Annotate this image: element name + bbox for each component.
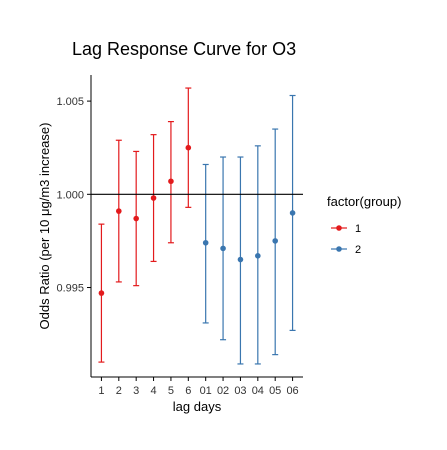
x-tick-label: 4 [150, 385, 156, 397]
x-tick-label: 02 [217, 385, 229, 397]
x-tick-label: 06 [286, 385, 298, 397]
y-tick-label: 0.995 [56, 283, 84, 295]
error-bar-series-1 [150, 134, 157, 263]
error-bar-series-1 [98, 223, 105, 363]
data-point [150, 195, 157, 201]
data-point [289, 210, 296, 216]
error-bar-series-2 [289, 94, 296, 331]
data-point [255, 253, 261, 259]
error-bar-series-2 [272, 128, 279, 356]
y-axis-label: Odds Ratio (per 10 μg/m3 increase) [37, 123, 52, 330]
error-bar-series-2 [254, 145, 261, 365]
legend-key-point [336, 246, 342, 252]
x-tick-label: 1 [98, 385, 104, 397]
data-point [272, 238, 278, 244]
y-axis-ticks: 0.995 1.000 1.005 [56, 96, 91, 295]
data-point [185, 144, 192, 151]
data-point [202, 239, 209, 246]
x-tick-label: 05 [269, 385, 281, 397]
plot-area [91, 87, 303, 365]
data-point [98, 290, 105, 296]
data-point [237, 256, 244, 263]
x-tick-label: 01 [200, 385, 212, 397]
x-tick-label: 04 [252, 385, 264, 397]
legend-item-label: 1 [355, 223, 361, 235]
x-axis-label: lag days [173, 399, 222, 414]
y-tick-label: 1.000 [56, 189, 84, 201]
legend-key-point [336, 225, 342, 231]
chart-title: Lag Response Curve for O3 [72, 39, 296, 59]
error-bar-series-2 [237, 156, 244, 365]
error-bar-series-1 [115, 139, 122, 283]
legend-title: factor(group) [327, 194, 401, 209]
x-tick-label: 03 [234, 385, 246, 397]
data-point [220, 245, 226, 252]
data-point [168, 178, 174, 185]
legend-item-label: 2 [355, 244, 361, 256]
x-tick-label: 2 [116, 385, 122, 397]
x-tick-label: 3 [133, 385, 139, 397]
error-bar-series-1 [185, 87, 192, 208]
legend: factor(group) 1 2 [327, 194, 401, 256]
error-bar-series-1 [133, 150, 140, 287]
x-tick-label: 6 [185, 385, 191, 397]
error-bar-series-2 [220, 156, 227, 341]
error-bar-series-1 [167, 121, 174, 244]
y-tick-label: 1.005 [56, 96, 84, 108]
x-axis-ticks: 1 2 3 4 5 6 01 02 03 04 05 06 [98, 377, 299, 397]
data-point [133, 215, 139, 222]
error-bar-series-2 [202, 163, 209, 324]
data-point [116, 208, 122, 214]
x-tick-label: 5 [168, 385, 174, 397]
